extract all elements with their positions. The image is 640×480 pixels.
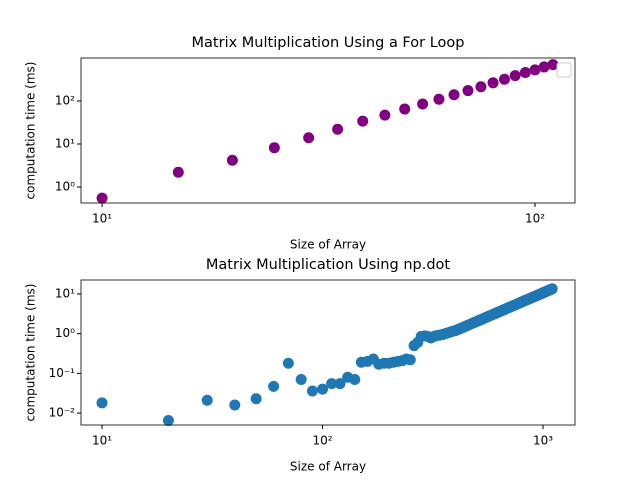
y-axis-label: computation time (ms)	[24, 284, 38, 422]
data-point	[487, 77, 499, 89]
x-tick-label: 10³	[533, 434, 553, 448]
data-point	[332, 123, 344, 135]
data-point	[317, 383, 329, 395]
data-point	[433, 93, 445, 105]
data-point	[448, 89, 460, 101]
data-point	[379, 109, 391, 121]
data-point	[519, 67, 531, 79]
x-axis-label: Size of Array	[290, 238, 366, 252]
y-tick-label: 10¹	[55, 286, 75, 300]
y-tick-label: 10⁰	[55, 180, 75, 194]
chart-title: Matrix Multiplication Using np.dot	[206, 257, 450, 273]
data-point	[229, 399, 241, 411]
data-point	[546, 283, 558, 295]
data-point	[509, 70, 521, 82]
y-tick-label: 10⁰	[55, 326, 75, 340]
data-point	[357, 115, 369, 127]
y-tick-label: 10¹	[55, 137, 75, 151]
x-tick-label: 10¹	[92, 212, 112, 226]
data-point	[462, 85, 474, 97]
data-point	[547, 59, 559, 71]
axes-frame	[80, 279, 576, 426]
data-point	[226, 154, 238, 166]
data-point	[326, 378, 338, 390]
data-point	[306, 385, 318, 397]
data-point	[96, 192, 108, 204]
data-point	[349, 374, 361, 386]
y-tick-label: 10²	[55, 94, 75, 108]
data-point	[334, 378, 346, 390]
data-point	[250, 393, 262, 405]
y-tick-label: 10⁻²	[49, 406, 76, 420]
x-tick-label: 10²	[525, 212, 545, 226]
data-point	[96, 397, 108, 409]
x-tick-label: 10¹	[92, 434, 112, 448]
y-tick-label: 10⁻¹	[49, 366, 76, 380]
data-point	[282, 357, 294, 369]
data-point	[529, 64, 541, 76]
axes-frame	[80, 57, 576, 204]
legend	[556, 62, 572, 78]
data-point	[538, 61, 550, 73]
data-point	[268, 142, 280, 154]
data-point	[162, 414, 174, 426]
y-axis-label: computation time (ms)	[24, 62, 38, 200]
data-point	[303, 132, 315, 144]
x-axis-label: Size of Array	[290, 460, 366, 474]
data-point	[475, 81, 487, 93]
data-point	[295, 374, 307, 386]
data-point	[404, 354, 416, 366]
data-point	[399, 103, 411, 115]
data-point	[172, 166, 184, 178]
x-tick-label: 10²	[312, 434, 332, 448]
data-point	[268, 380, 280, 392]
data-point	[201, 394, 213, 406]
data-point	[417, 98, 429, 110]
data-point	[498, 73, 510, 85]
chart-title: Matrix Multiplication Using a For Loop	[192, 35, 465, 51]
